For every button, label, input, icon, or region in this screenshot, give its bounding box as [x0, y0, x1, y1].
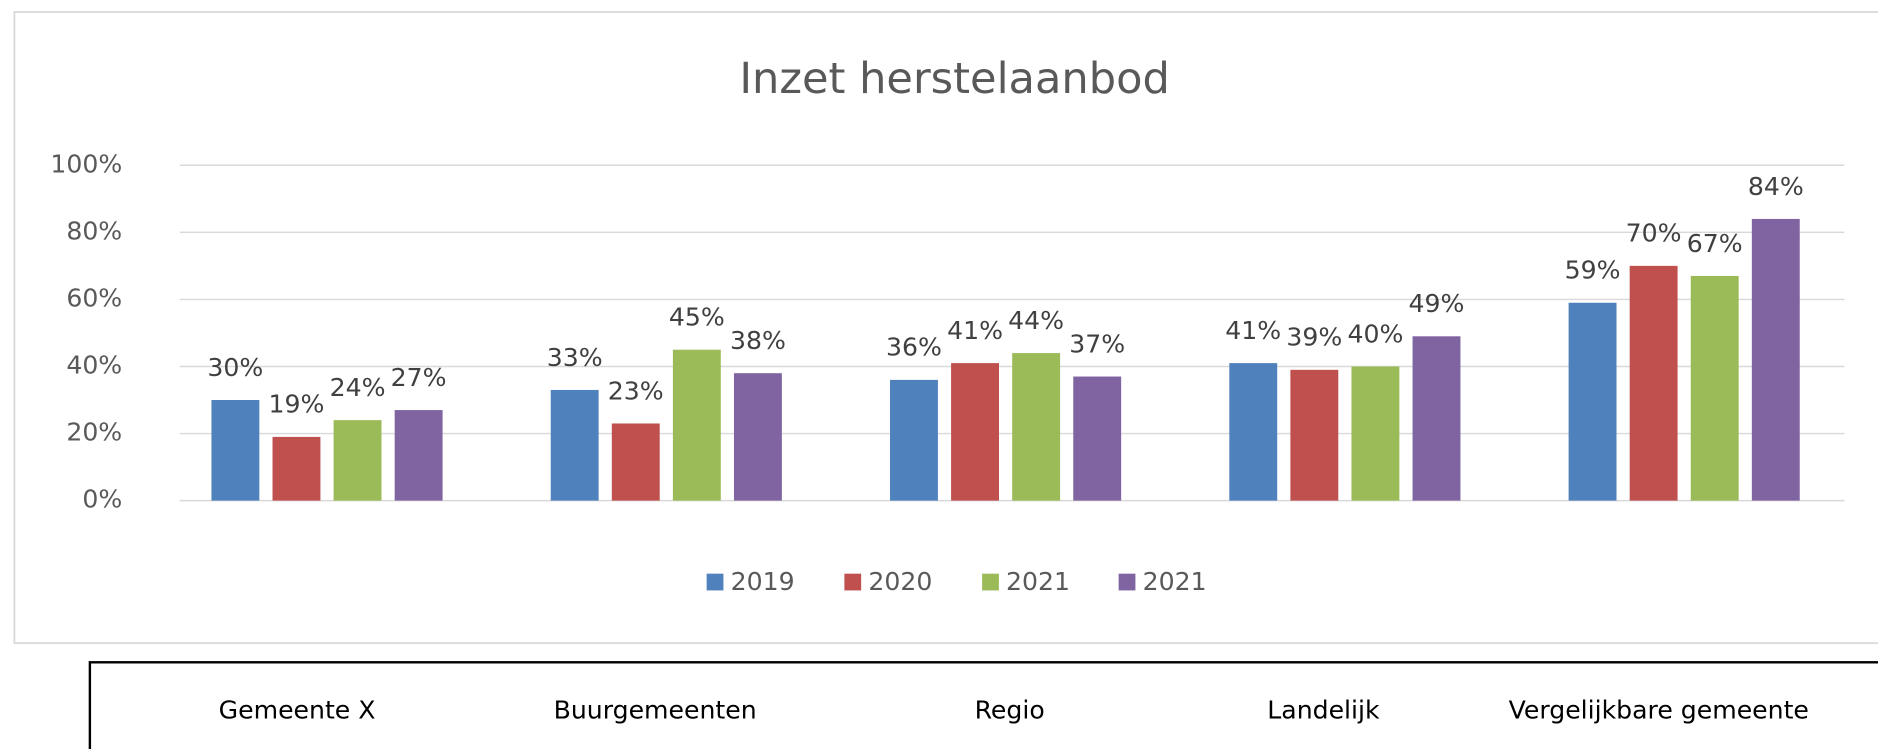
legend-label: 2021 [1143, 567, 1207, 596]
bar [550, 389, 599, 501]
category-label: Regio [975, 695, 1045, 724]
value-label: 44% [1008, 306, 1064, 335]
bar [1751, 218, 1800, 501]
legend-label: 2019 [731, 567, 795, 596]
bar [951, 363, 1000, 501]
value-label: 49% [1409, 289, 1465, 318]
bar [272, 436, 321, 501]
value-label: 23% [608, 376, 664, 405]
y-tick-label: 40% [66, 350, 122, 379]
bar [1690, 275, 1739, 501]
bar [1412, 336, 1461, 501]
value-label: 41% [1225, 316, 1281, 345]
value-label: 45% [669, 303, 725, 332]
value-label: 70% [1626, 219, 1682, 248]
y-tick-label: 80% [66, 216, 122, 245]
bar [211, 400, 260, 501]
legend-swatch [982, 573, 999, 591]
chart-area [13, 11, 1878, 645]
value-label: 24% [330, 373, 386, 402]
chart-title: Inzet herstelaanbod [739, 54, 1169, 104]
legend-label: 2021 [1006, 567, 1070, 596]
legend-swatch [844, 573, 862, 591]
category-label: Buurgemeenten [554, 695, 757, 724]
legend-label: 2020 [868, 567, 932, 596]
value-label: 37% [1069, 329, 1125, 358]
value-label: 27% [391, 363, 447, 392]
y-tick-label: 100% [50, 149, 122, 178]
category-label: Gemeente X [219, 695, 376, 724]
value-label: 36% [886, 333, 942, 362]
bar [611, 423, 660, 501]
legend-swatch [1118, 573, 1136, 591]
y-tick-label: 20% [66, 418, 122, 447]
category-label: Landelijk [1267, 695, 1380, 724]
bar [1229, 363, 1278, 501]
category-label: Vergelijkbare gemeente [1509, 695, 1809, 724]
bar [672, 349, 721, 501]
value-label: 84% [1748, 172, 1804, 201]
bar [890, 379, 938, 501]
y-tick-label: 60% [66, 283, 122, 312]
value-label: 39% [1286, 323, 1342, 352]
bar [1568, 302, 1617, 501]
value-label: 41% [947, 316, 1003, 345]
value-label: 38% [730, 326, 786, 355]
bar [1073, 376, 1122, 501]
y-tick-label: 0% [82, 485, 122, 514]
bar [1290, 369, 1339, 501]
value-label: 59% [1565, 256, 1621, 285]
bar [394, 410, 443, 501]
bar [333, 420, 382, 501]
bar [733, 373, 782, 501]
value-label: 30% [207, 353, 263, 382]
value-label: 19% [269, 390, 325, 419]
bar [1351, 366, 1400, 501]
bar [1629, 265, 1678, 501]
bar [1012, 353, 1061, 501]
value-label: 67% [1687, 229, 1743, 258]
category-box [88, 661, 1878, 749]
value-label: 33% [547, 343, 603, 372]
value-label: 40% [1347, 319, 1403, 348]
legend-swatch [706, 573, 724, 591]
